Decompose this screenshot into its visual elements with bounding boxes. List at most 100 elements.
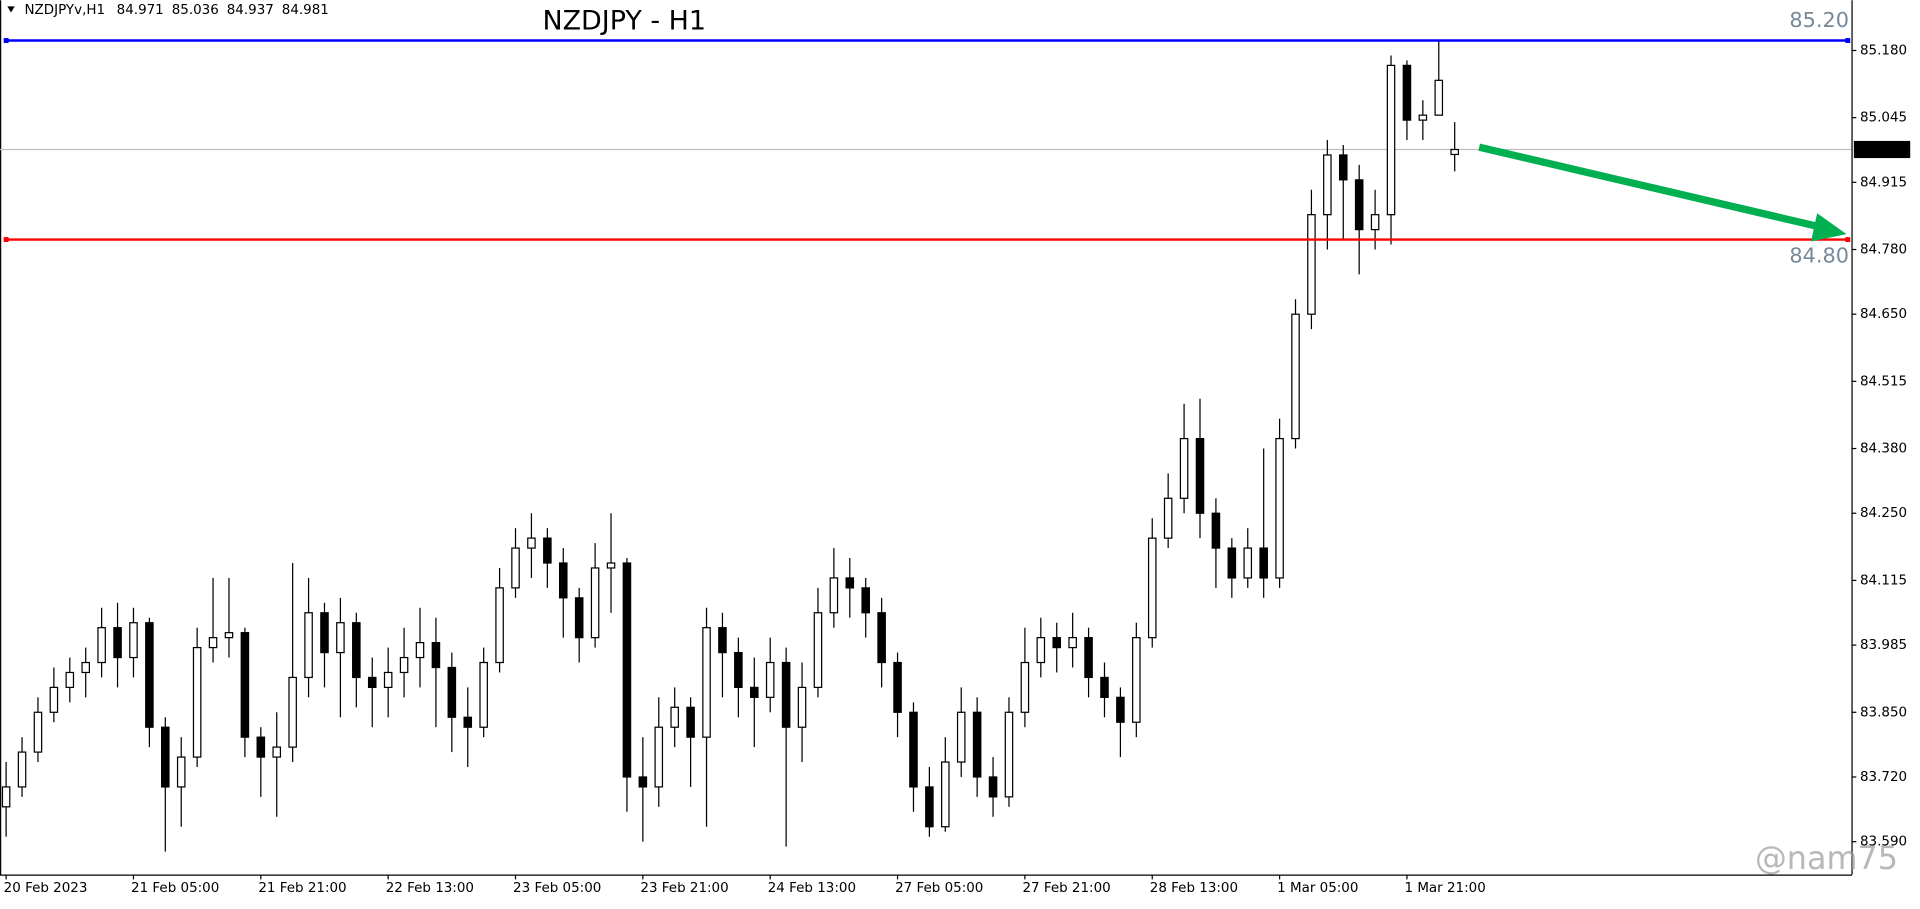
candle-body <box>654 726 664 788</box>
y-tick-label: 84.515 <box>1860 374 1907 389</box>
candle-body <box>1307 214 1316 315</box>
candle-body <box>33 711 43 753</box>
candle-body <box>956 711 966 763</box>
y-tick-label: 84.650 <box>1860 307 1907 322</box>
candle-body <box>1291 313 1300 440</box>
candle-body <box>1402 64 1412 121</box>
candle-body <box>161 726 170 788</box>
level-label: 85.20 <box>1789 8 1849 32</box>
candle-body <box>765 661 775 698</box>
candle-body <box>972 711 982 778</box>
arrow-shaft <box>1478 143 1826 232</box>
y-tick-label: 83.590 <box>1860 835 1907 850</box>
candle-body <box>1163 497 1173 539</box>
candle-body <box>861 587 871 614</box>
candle-body <box>17 751 27 788</box>
candle-body <box>1338 154 1348 181</box>
watermark: @nam75 <box>1755 839 1898 877</box>
candle-body <box>1370 214 1380 231</box>
candle-body <box>574 597 584 639</box>
candle-body <box>527 537 536 549</box>
candle-body <box>208 637 218 649</box>
candle-body <box>1084 637 1093 679</box>
header-open: 84.971 <box>117 3 164 18</box>
candle-body <box>49 686 59 713</box>
candle-body <box>1116 696 1125 723</box>
candle-body <box>1036 637 1046 664</box>
x-tick-label: 28 Feb 13:00 <box>1150 881 1238 896</box>
current-price-box <box>1853 140 1911 159</box>
candle-body <box>1418 114 1428 121</box>
candle-body <box>1179 437 1189 499</box>
chart-title: NZDJPY - H1 <box>542 6 706 37</box>
candle-body <box>1354 179 1364 231</box>
candle-body <box>1068 637 1077 649</box>
candle-body <box>1323 154 1332 216</box>
candle-body <box>1020 661 1030 713</box>
candle-body <box>479 661 488 728</box>
x-tick-label: 27 Feb 05:00 <box>895 881 983 896</box>
candle-body <box>543 537 552 564</box>
candle-body <box>367 676 377 689</box>
candle-body <box>558 562 568 599</box>
candle-body <box>1004 711 1014 798</box>
candle-body <box>718 627 727 654</box>
candle-body <box>893 661 902 713</box>
candle-body <box>288 676 297 748</box>
header-high: 85.036 <box>172 3 219 18</box>
candle-body <box>495 587 504 664</box>
candle-body <box>1 786 11 808</box>
y-tick-label: 84.915 <box>1860 175 1907 190</box>
candle-body <box>909 711 918 788</box>
candle-body <box>1100 676 1109 698</box>
candle-body <box>1386 64 1396 216</box>
candle-body <box>97 627 106 664</box>
candle-body <box>1275 437 1284 579</box>
candle-body <box>192 646 202 758</box>
candle-body <box>415 642 425 659</box>
candle-body <box>272 746 282 758</box>
candle-body <box>176 756 186 788</box>
y-tick-label: 83.985 <box>1860 638 1907 653</box>
y-tick-label: 84.115 <box>1860 573 1907 588</box>
candle-body <box>352 622 361 679</box>
x-tick-label: 1 Mar 05:00 <box>1277 881 1358 896</box>
candle-body <box>304 612 313 679</box>
candle-body <box>431 642 441 669</box>
current-price-label: 84.981 <box>1858 142 1905 157</box>
candle-body <box>399 656 409 674</box>
header-close: 84.981 <box>282 3 329 18</box>
candle-body <box>1052 637 1062 649</box>
candle-body <box>750 686 759 698</box>
y-tick-label: 84.380 <box>1860 442 1907 457</box>
level-handle <box>3 237 9 243</box>
level-handle <box>1845 237 1851 243</box>
candle-body <box>113 627 122 659</box>
y-tick-label: 85.180 <box>1860 43 1907 58</box>
level-label: 84.80 <box>1789 244 1849 268</box>
candle-body <box>686 706 695 738</box>
candle-body <box>1211 512 1221 549</box>
candle-body <box>447 666 457 718</box>
x-tick-label: 24 Feb 13:00 <box>768 881 856 896</box>
candle-body <box>224 632 234 639</box>
candle-body <box>1434 79 1444 116</box>
candle-body <box>813 612 823 689</box>
x-tick-label: 20 Feb 2023 <box>4 881 88 896</box>
plot-area: 85.180 85.045 84.915 84.780 84.650 84.515 84.3… <box>0 8 1911 896</box>
candle-body <box>781 661 791 728</box>
level-handle <box>3 38 9 43</box>
x-tick-label: 27 Feb 21:00 <box>1022 881 1110 896</box>
candle-body <box>734 651 743 689</box>
candle-body <box>829 577 839 614</box>
candle-body <box>877 612 886 664</box>
candle-body <box>256 736 266 758</box>
candle-body <box>590 567 600 639</box>
candle-body <box>1450 148 1459 156</box>
candle-body <box>240 632 250 738</box>
x-tick-label: 21 Feb 21:00 <box>258 881 346 896</box>
header-arrow <box>7 6 15 13</box>
candle-body <box>638 776 648 788</box>
trend-arrow <box>1478 143 1847 242</box>
